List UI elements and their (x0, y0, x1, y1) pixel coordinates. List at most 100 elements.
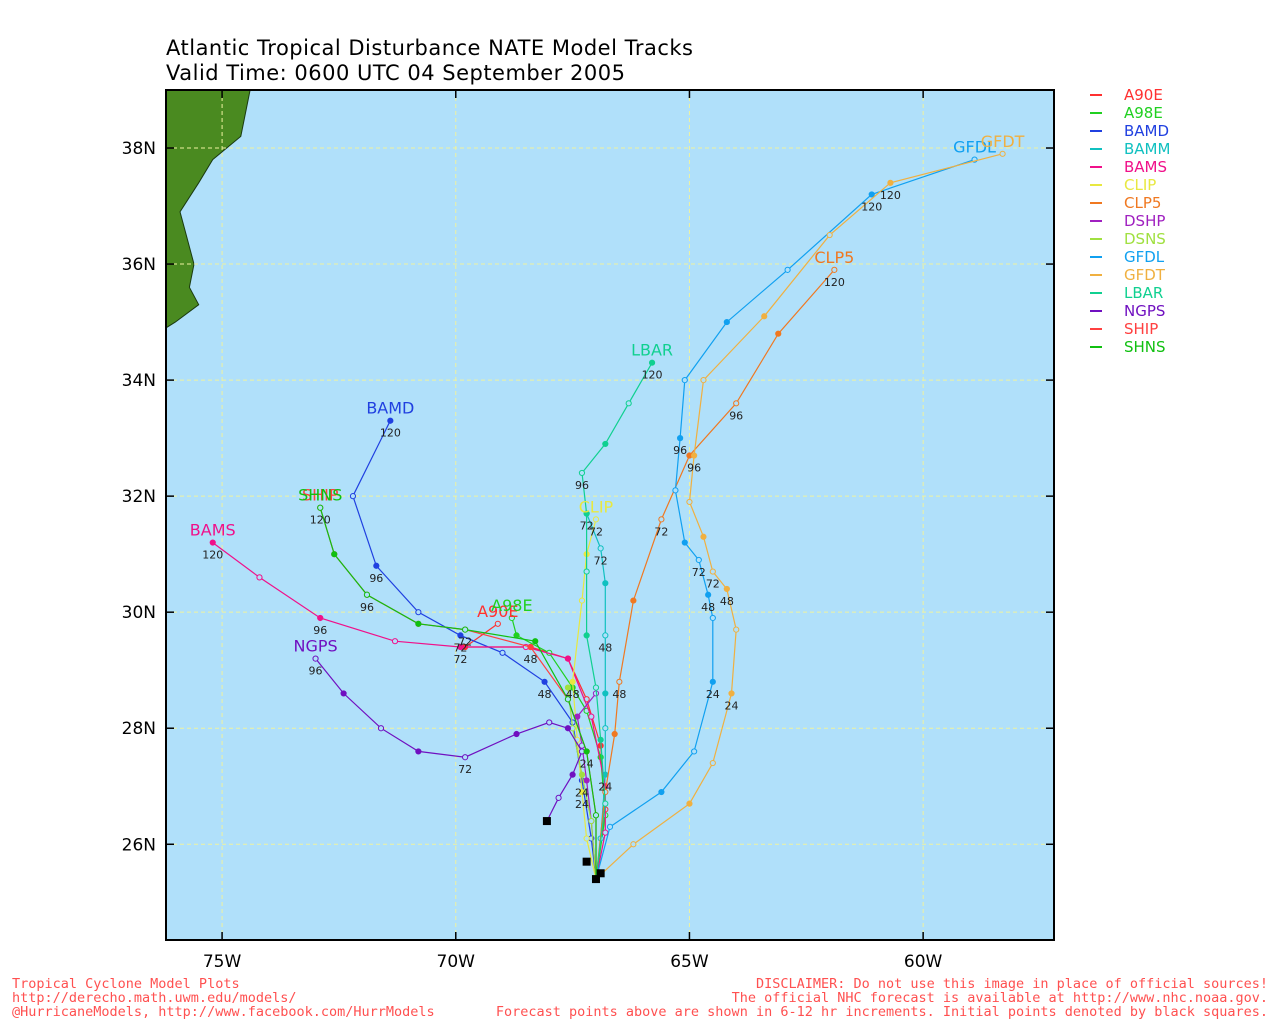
track-point (761, 313, 768, 320)
legend-swatch (1090, 274, 1102, 276)
footer-social[interactable]: @HurricaneModels, http://www.facebook.co… (12, 1004, 435, 1020)
track-point (462, 626, 469, 633)
legend-label: GFDT (1124, 266, 1165, 284)
ocean-background (166, 90, 1054, 940)
track-point (681, 377, 688, 384)
track-point (415, 620, 422, 627)
forecast-hour-label: 72 (580, 520, 594, 533)
track-point (648, 359, 656, 366)
legend-label: BAMS (1124, 158, 1168, 176)
track-point (363, 591, 371, 598)
track-point (733, 626, 740, 633)
track-point (616, 678, 623, 685)
track-point (672, 487, 679, 494)
track-point (691, 748, 698, 755)
initial-point-square (591, 875, 600, 884)
forecast-hour-label: 72 (453, 653, 467, 666)
track-point (457, 632, 464, 639)
track-gfdt (595, 150, 1006, 880)
track-point (700, 377, 707, 384)
track-point (331, 551, 338, 558)
track-point (578, 597, 586, 604)
track-point (658, 788, 665, 796)
track-point (630, 841, 637, 848)
track-point (340, 690, 347, 697)
track-point (312, 655, 319, 662)
legend-label: BAMD (1124, 122, 1170, 140)
y-tick-label: 26N (122, 835, 156, 855)
track-point (513, 730, 520, 738)
track-point (583, 510, 590, 517)
legend-label: LBAR (1124, 284, 1164, 302)
forecast-hour-label: 72 (458, 763, 472, 776)
forecast-hour-label: 96 (360, 601, 374, 614)
track-point (784, 266, 791, 273)
track-end-label: NGPS (293, 637, 337, 656)
legend-swatch (1090, 310, 1102, 312)
initial-point-square (596, 869, 605, 878)
track-point (588, 817, 595, 825)
legend-label: DSHP (1124, 212, 1166, 230)
legend-swatch (1090, 148, 1102, 150)
forecast-hour-label: 24 (580, 757, 594, 770)
legend-label: BAMM (1124, 140, 1171, 158)
track-point (583, 748, 590, 755)
track-point (602, 800, 609, 807)
forecast-hour-label: 96 (575, 479, 589, 492)
track-dsns (564, 684, 597, 880)
forecast-hour-label: 48 (612, 688, 626, 701)
track-line-shns (319, 507, 597, 880)
track-point (391, 638, 399, 645)
forecast-hour-label: 48 (566, 688, 580, 701)
legend-swatch (1090, 220, 1102, 222)
track-point (611, 730, 618, 738)
track-point (415, 609, 422, 616)
land-mass (166, 90, 251, 341)
track-point (508, 614, 515, 622)
track-ngps (312, 655, 586, 822)
x-tick-label: 65W (670, 952, 709, 972)
forecast-hour-label: 48 (720, 595, 734, 608)
track-point (602, 580, 609, 587)
track-line-clip (571, 519, 597, 880)
chart-valid-time: Valid Time: 0600 UTC 04 September 2005 (166, 61, 626, 85)
track-point (546, 719, 553, 726)
track-point (868, 191, 875, 198)
track-point (602, 690, 609, 697)
track-line-gfdt (595, 153, 1003, 880)
track-point (317, 504, 324, 511)
track-point (541, 678, 548, 685)
track-point (597, 736, 604, 743)
track-end-label: GFDT (981, 132, 1025, 151)
forecast-hour-label: 120 (880, 189, 901, 202)
forecast-hour-label: 24 (575, 798, 589, 811)
track-point (592, 516, 600, 523)
footer-url[interactable]: http://derecho.math.uwm.edu/models/ (12, 990, 297, 1006)
forecast-hour-label: 96 (729, 409, 743, 422)
track-end-label: SHIP (302, 486, 339, 505)
track-point (691, 452, 698, 459)
footer-left-1: Tropical Cyclone Model Plots (12, 976, 240, 992)
track-point (602, 440, 609, 448)
track-point (578, 788, 586, 796)
track-point (887, 179, 894, 186)
model-tracks (209, 150, 1006, 880)
legend-swatch (1090, 112, 1102, 114)
track-point (373, 562, 380, 569)
legend-swatch (1090, 346, 1102, 348)
track-point (527, 643, 534, 651)
forecast-hour-label: 120 (642, 369, 663, 382)
track-point (602, 632, 609, 639)
track-end-label: SHNS (298, 486, 342, 505)
track-point (564, 725, 572, 732)
forecast-hour-label: 72 (654, 525, 668, 538)
track-point (415, 748, 422, 755)
x-tick-label: 60W (904, 952, 943, 972)
forecast-hour-label: 120 (380, 427, 401, 440)
initial-point-square (582, 857, 591, 866)
legend-swatch (1090, 166, 1102, 168)
y-tick-label: 30N (122, 603, 156, 623)
forecast-hour-label: 72 (453, 641, 467, 654)
legend-label: CLIP (1124, 176, 1157, 194)
track-point (705, 591, 712, 598)
